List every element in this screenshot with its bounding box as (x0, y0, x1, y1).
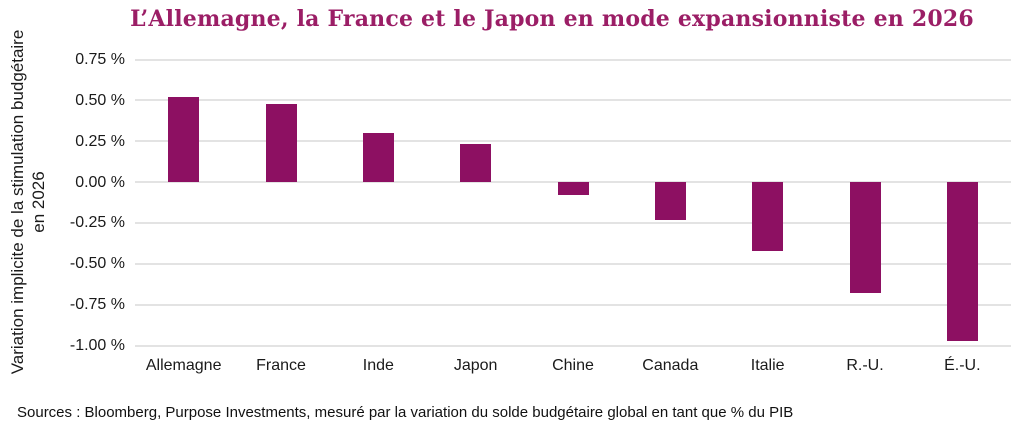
plot-area (135, 58, 1011, 347)
gridline (135, 140, 1011, 143)
x-tick-label: R.-U. (846, 357, 884, 374)
x-tick-label: Allemagne (145, 357, 222, 374)
bar-r-u (849, 182, 881, 294)
bar-e-u (946, 182, 978, 341)
bar-france (265, 103, 297, 183)
gridline (135, 58, 1011, 61)
y-tick-label: -0.75 % (69, 296, 125, 314)
x-tick-label: Inde (362, 357, 394, 374)
y-tick-label: 0.00 % (75, 173, 125, 191)
x-tick-label: Japon (453, 357, 498, 374)
y-tick-label: -1.00 % (69, 337, 125, 354)
y-tick-label: -0.50 % (69, 255, 125, 273)
y-axis-title: Variation implicite de la stimulation bu… (8, 29, 48, 375)
gridline (135, 99, 1011, 102)
source-note: Sources : Bloomberg, Purpose Investments… (17, 404, 794, 421)
y-tick-label: 0.75 % (75, 51, 125, 68)
bar-inde (362, 133, 394, 183)
x-tick-label: Italie (750, 357, 785, 374)
y-tick-label: 0.25 % (75, 132, 125, 150)
bar-japon (460, 144, 492, 183)
gridline (135, 221, 1011, 224)
x-tick-label: France (256, 357, 306, 374)
y-tick-label: 0.50 % (75, 91, 125, 109)
gridline (135, 344, 1011, 347)
y-tick-label: -0.25 % (69, 214, 125, 232)
bar-italie (752, 182, 784, 251)
gridline (135, 262, 1011, 265)
x-tick-label: É.-U. (944, 357, 981, 374)
bar-canada (654, 182, 686, 220)
gridline (135, 303, 1011, 306)
bar-chine (557, 182, 589, 196)
bar-allemagne (168, 97, 200, 183)
x-tick-label: Chine (552, 357, 594, 374)
x-tick-label: Canada (642, 357, 699, 374)
chart-title: L’Allemagne, la France et le Japon en mo… (130, 6, 974, 32)
